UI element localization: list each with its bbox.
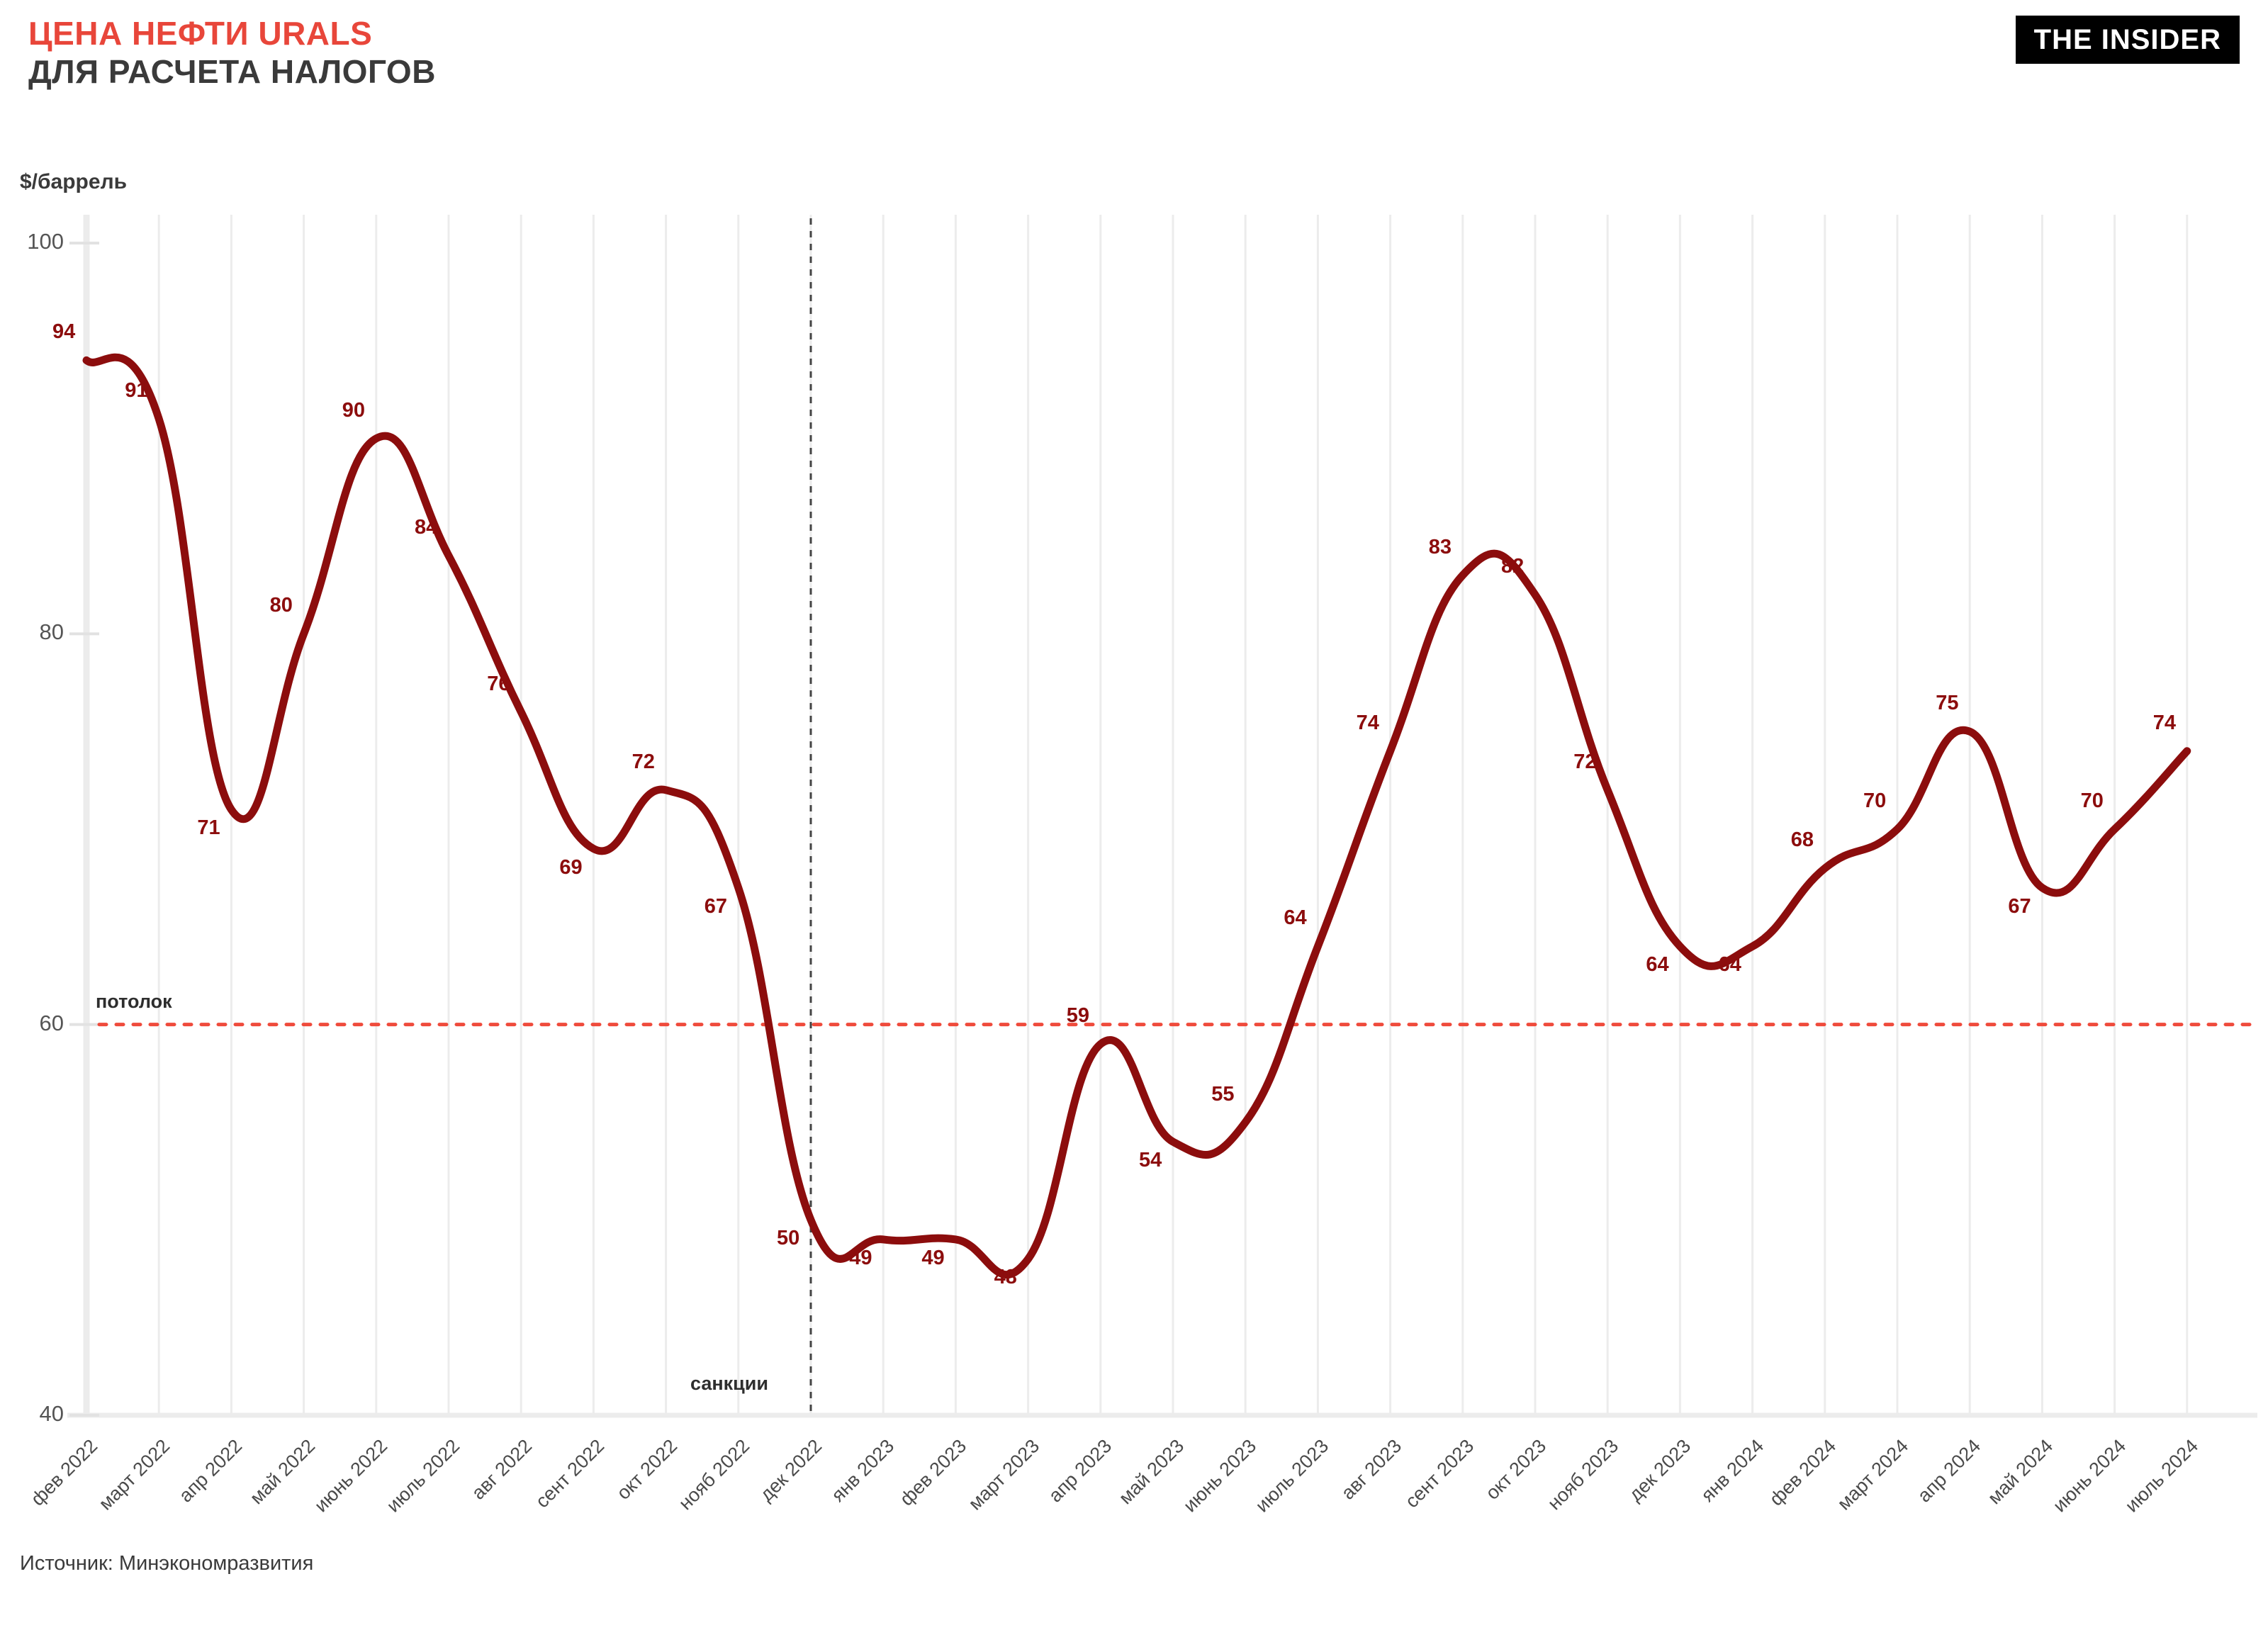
x-axis-tick-label: июнь 2023 <box>1179 1435 1261 1517</box>
data-point-label: 55 <box>1211 1082 1235 1106</box>
x-axis-tick-label: дек 2023 <box>1624 1435 1695 1506</box>
x-axis-tick-label: март 2024 <box>1833 1435 1913 1514</box>
page-title-secondary: ДЛЯ РАСЧЕТА НАЛОГОВ <box>28 53 436 91</box>
data-point-label: 91 <box>125 379 148 403</box>
x-axis-tick-label: сент 2023 <box>1400 1435 1478 1512</box>
page-title-primary: ЦЕНА НЕФТИ URALS <box>28 15 373 52</box>
x-axis-tick-label: апр 2024 <box>1913 1435 1985 1507</box>
x-axis-tick-label: фев 2023 <box>896 1435 971 1510</box>
header-block: ЦЕНА НЕФТИ URALS ДЛЯ РАСЧЕТА НАЛОГОВ <box>28 14 436 91</box>
data-point-label: 71 <box>197 816 220 840</box>
data-point-label: 67 <box>2008 894 2031 918</box>
data-point-label: 82 <box>1501 555 1525 578</box>
data-point-label: 48 <box>994 1266 1017 1289</box>
x-axis-tick-label: янв 2024 <box>1696 1435 1768 1507</box>
sanctions-annotation-label: санкции <box>690 1373 768 1394</box>
data-point-label: 74 <box>1356 711 1379 734</box>
y-axis-tick-label: 80 <box>39 619 64 645</box>
x-axis-tick-label: янв 2023 <box>827 1435 899 1507</box>
data-point-label: 54 <box>1139 1149 1162 1172</box>
data-point-label: 64 <box>1646 953 1669 977</box>
data-point-label: 83 <box>1428 535 1452 558</box>
data-point-label: 70 <box>1863 789 1887 812</box>
x-axis-tick-label: фев 2024 <box>1765 1435 1841 1510</box>
x-axis-tick-label: авг 2022 <box>467 1435 537 1504</box>
y-axis-tick-label: 60 <box>39 1010 64 1035</box>
y-tick-lines <box>69 242 99 1417</box>
ceiling-annotation-label: потолок <box>96 990 172 1012</box>
x-axis-tick-label: апр 2023 <box>1044 1435 1116 1507</box>
price-line-series <box>82 353 2191 1279</box>
source-note: Источник: Минэкономразвития <box>20 1552 314 1575</box>
data-point-label: 49 <box>849 1246 872 1269</box>
data-point-label: 70 <box>2080 789 2104 812</box>
x-axis-tick-label: дек 2022 <box>756 1435 826 1506</box>
x-axis-tick-label: июль 2024 <box>2121 1435 2203 1517</box>
data-point-label: 68 <box>1790 828 1814 852</box>
data-point-label: 50 <box>777 1227 800 1250</box>
data-point-label: 64 <box>1718 953 1741 977</box>
x-axis-tick-label: май 2024 <box>1984 1435 2058 1509</box>
x-axis-tick-label: окт 2023 <box>1481 1435 1551 1504</box>
data-point-label: 76 <box>487 672 510 695</box>
data-point-label: 72 <box>631 750 655 773</box>
x-axis-tick-label: июль 2023 <box>1251 1435 1333 1517</box>
data-point-label: 49 <box>921 1246 945 1269</box>
data-point-label: 94 <box>52 320 76 344</box>
data-point-label: 74 <box>2152 711 2177 734</box>
x-axis-tick-label: май 2023 <box>1114 1435 1189 1509</box>
x-axis-tick-label: нояб 2023 <box>1543 1435 1623 1514</box>
x-axis-tick-label: июнь 2024 <box>2048 1435 2130 1517</box>
x-axis-tick-label: март 2023 <box>964 1435 1043 1514</box>
data-point-label: 90 <box>342 398 366 422</box>
x-axis-tick-label: сент 2022 <box>532 1435 609 1512</box>
y-axis-tick-label: 100 <box>27 229 64 254</box>
x-axis-tick-label: июль 2022 <box>382 1435 464 1517</box>
data-point-label: 80 <box>269 594 293 617</box>
x-axis-tick-label: нояб 2022 <box>674 1435 754 1514</box>
x-axis-tick-label: авг 2023 <box>1337 1435 1405 1504</box>
data-point-label: 84 <box>415 516 438 539</box>
data-point-label: 64 <box>1284 906 1307 930</box>
data-point-label: 59 <box>1066 1004 1090 1028</box>
data-point-label: 69 <box>559 855 583 879</box>
x-axis-tick-label: окт 2022 <box>612 1435 681 1504</box>
data-point-label: 72 <box>1573 750 1597 773</box>
y-axis-tick-label: 40 <box>39 1401 64 1426</box>
y-axis-unit-label: $/баррель <box>20 170 128 193</box>
data-point-label: 67 <box>704 894 728 918</box>
the-insider-logo: THE INSIDER <box>2015 16 2240 64</box>
data-point-label: 75 <box>1936 692 1959 715</box>
